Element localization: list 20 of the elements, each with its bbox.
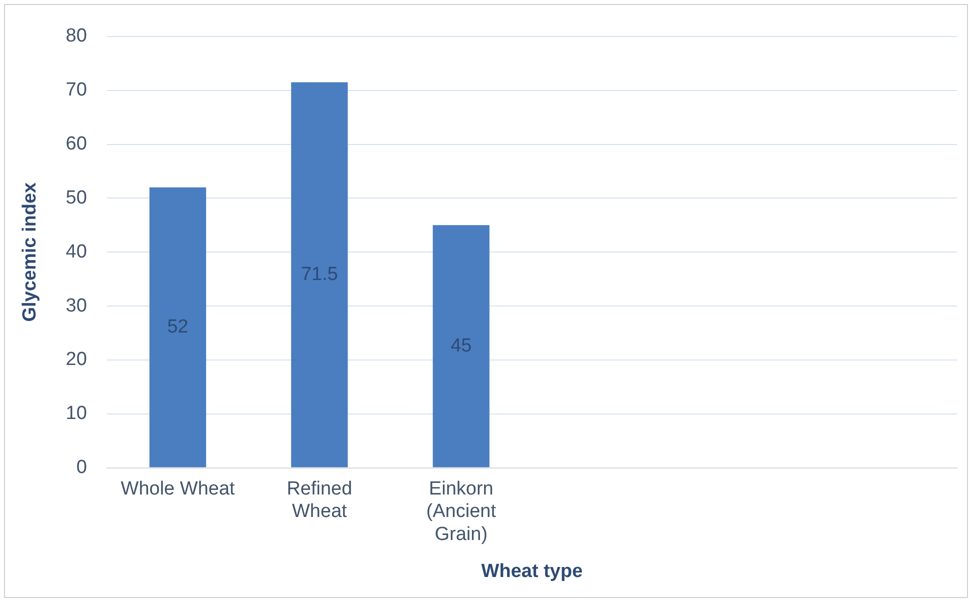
y-tick-label: 40	[66, 241, 87, 262]
x-tick-label: Refined Wheat	[286, 478, 352, 522]
x-tick-label: Einkorn (Ancient Grain)	[426, 478, 497, 546]
data-label: 45	[450, 335, 472, 356]
y-tick-label: 0	[76, 457, 87, 478]
bar	[291, 82, 348, 468]
x-axis-title: Wheat type	[481, 560, 583, 582]
bar	[149, 187, 206, 468]
y-tick-label: 70	[66, 80, 87, 101]
y-tick-label: 80	[66, 26, 87, 47]
y-tick-label: 30	[66, 295, 87, 316]
y-tick-label: 10	[66, 403, 87, 424]
y-tick-label: 50	[66, 187, 87, 208]
data-label: 71.5	[300, 264, 338, 286]
y-tick-label: 60	[66, 133, 87, 154]
data-label: 52	[167, 316, 188, 338]
x-tick-label: Whole Wheat	[120, 478, 236, 500]
bar	[432, 225, 490, 468]
y-axis-title: Glycemic index	[20, 182, 41, 322]
y-tick-label: 20	[66, 349, 87, 370]
